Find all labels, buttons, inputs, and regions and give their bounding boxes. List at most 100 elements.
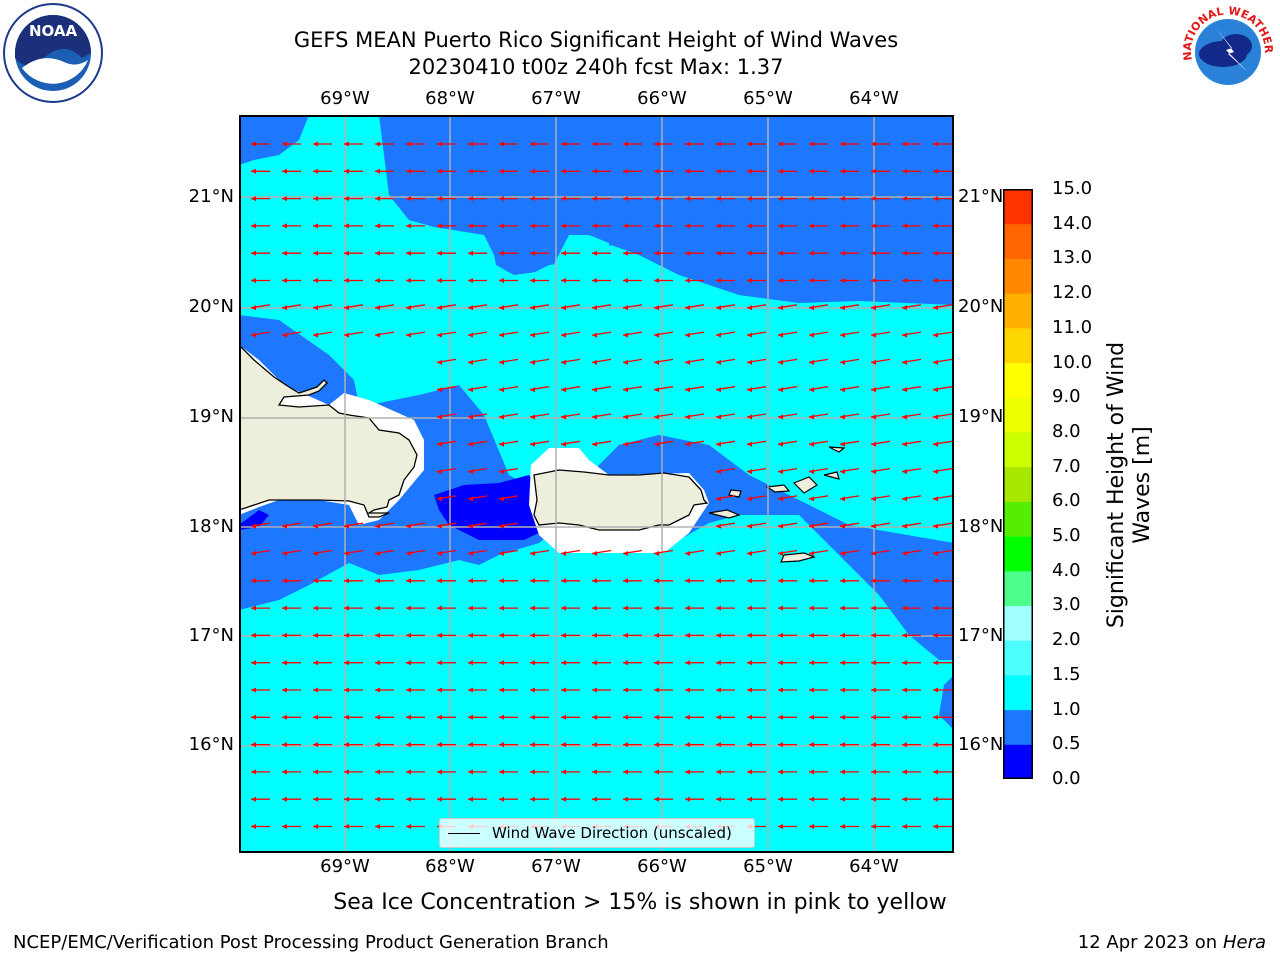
wave-arrow-head: [313, 196, 318, 202]
wave-arrow-head: [840, 141, 845, 147]
wave-arrow-head: [778, 141, 783, 147]
wave-arrow-head: [871, 332, 876, 338]
wave-arrow-head: [282, 824, 287, 829]
wave-arrow-head: [902, 824, 907, 829]
wave-arrow-head: [778, 168, 783, 174]
lon-label-bottom: 67°W: [531, 856, 581, 877]
wave-arrow-head: [809, 796, 814, 802]
wave-arrow-head: [809, 305, 814, 311]
wave-arrow-head: [437, 632, 442, 638]
lon-label-top: 69°W: [320, 88, 370, 109]
nws-logo: NATIONAL WEATHER SERVICE: [1174, 0, 1278, 102]
wave-arrow-head: [840, 632, 845, 638]
wave-arrow-head: [468, 141, 473, 147]
wave-arrow-head: [747, 660, 752, 666]
wave-arrow-head: [685, 387, 690, 393]
lat-label-right: 20°N: [958, 296, 1004, 317]
wave-arrow-head: [375, 605, 380, 611]
wave-arrow-head: [468, 441, 473, 447]
wave-arrow-head: [499, 523, 504, 529]
wave-arrow-head: [747, 796, 752, 802]
colorbar-tick: 10.0: [1052, 351, 1093, 373]
wave-arrow-head: [840, 551, 845, 556]
colorbar-cell: [1003, 258, 1033, 294]
wave-arrow-head: [344, 141, 349, 147]
map-legend: Wind Wave Direction (unscaled): [439, 818, 755, 848]
wave-arrow-head: [344, 551, 349, 556]
wave-arrow-head: [871, 660, 876, 666]
wave-arrow-head: [747, 196, 752, 202]
wave-arrow-head: [809, 496, 814, 502]
wave-arrow-head: [685, 769, 690, 775]
wave-arrow-head: [561, 387, 566, 393]
wave-arrow-head: [251, 578, 256, 584]
wave-arrow-head: [530, 632, 535, 638]
wave-arrow-head: [840, 250, 845, 256]
wave-arrow-head: [902, 660, 907, 666]
wave-arrow-head: [282, 687, 287, 693]
lon-label-top: 65°W: [743, 88, 793, 109]
wave-arrow-head: [344, 714, 349, 720]
wave-arrow-head: [437, 796, 442, 802]
wave-arrow-head: [747, 414, 752, 420]
wave-arrow-head: [871, 769, 876, 775]
wave-arrow-head: [778, 250, 783, 256]
wave-arrow-head: [902, 578, 907, 584]
wave-arrow-head: [623, 769, 628, 775]
colorbar-tick: 1.0: [1052, 698, 1081, 720]
wave-arrow-head: [871, 632, 876, 638]
wave-arrow-head: [344, 305, 349, 311]
wave-arrow-head: [375, 714, 380, 720]
wave-arrow-head: [685, 414, 690, 420]
wave-arrow-head: [623, 632, 628, 638]
wave-arrow-head: [902, 414, 907, 420]
wave-arrow-head: [778, 632, 783, 638]
wave-arrow-head: [654, 387, 659, 393]
wave-arrow-head: [468, 632, 473, 638]
wave-arrow-head: [437, 578, 442, 584]
wave-arrow-head: [561, 332, 566, 338]
wave-arrow-head: [747, 223, 752, 229]
wave-arrow-head: [282, 332, 287, 338]
wave-direction-arrows: [250, 141, 953, 853]
wave-arrow-head: [375, 223, 380, 229]
wave-arrow-head: [902, 141, 907, 147]
lon-label-bottom: 66°W: [637, 856, 687, 877]
wave-arrow-head: [902, 742, 907, 748]
wave-arrow-head: [747, 578, 752, 584]
colorbar-tick: 8.0: [1052, 420, 1081, 442]
wave-arrow-head: [592, 660, 597, 666]
wave-arrow-head: [344, 605, 349, 611]
wave-arrow-head: [747, 141, 752, 147]
wave-arrow-head: [809, 523, 814, 529]
wave-arrow-head: [623, 387, 628, 393]
wave-arrow-head: [530, 414, 535, 420]
wave-arrow-head: [840, 523, 845, 529]
wave-arrow-head: [561, 168, 566, 174]
wave-field-blue-westcoast: [239, 315, 359, 415]
wave-arrow-head: [809, 196, 814, 202]
wave-arrow-head: [499, 496, 504, 502]
wave-arrow-head: [313, 141, 318, 147]
lon-label-bottom: 65°W: [743, 856, 793, 877]
wave-arrow-head: [406, 196, 411, 202]
wave-arrow-head: [344, 278, 349, 283]
wave-arrow-head: [437, 660, 442, 666]
wave-arrow-head: [654, 278, 659, 283]
wave-arrow-head: [933, 223, 938, 229]
wave-arrow-head: [406, 769, 411, 775]
wave-arrow-head: [251, 278, 256, 283]
wave-arrow-head: [933, 742, 938, 748]
wave-arrow-head: [561, 414, 566, 420]
wave-arrow-head: [747, 769, 752, 775]
wave-arrow-head: [747, 441, 752, 447]
colorbar-tick: 9.0: [1052, 386, 1081, 408]
wave-arrow-head: [623, 714, 628, 720]
wave-arrow-head: [871, 278, 876, 283]
lat-label-right: 18°N: [958, 516, 1004, 537]
wave-arrow-head: [592, 441, 597, 447]
wave-arrow-head: [499, 632, 504, 638]
wave-arrow-head: [499, 223, 504, 229]
wave-arrow-head: [468, 742, 473, 748]
wave-arrow-head: [282, 223, 287, 229]
